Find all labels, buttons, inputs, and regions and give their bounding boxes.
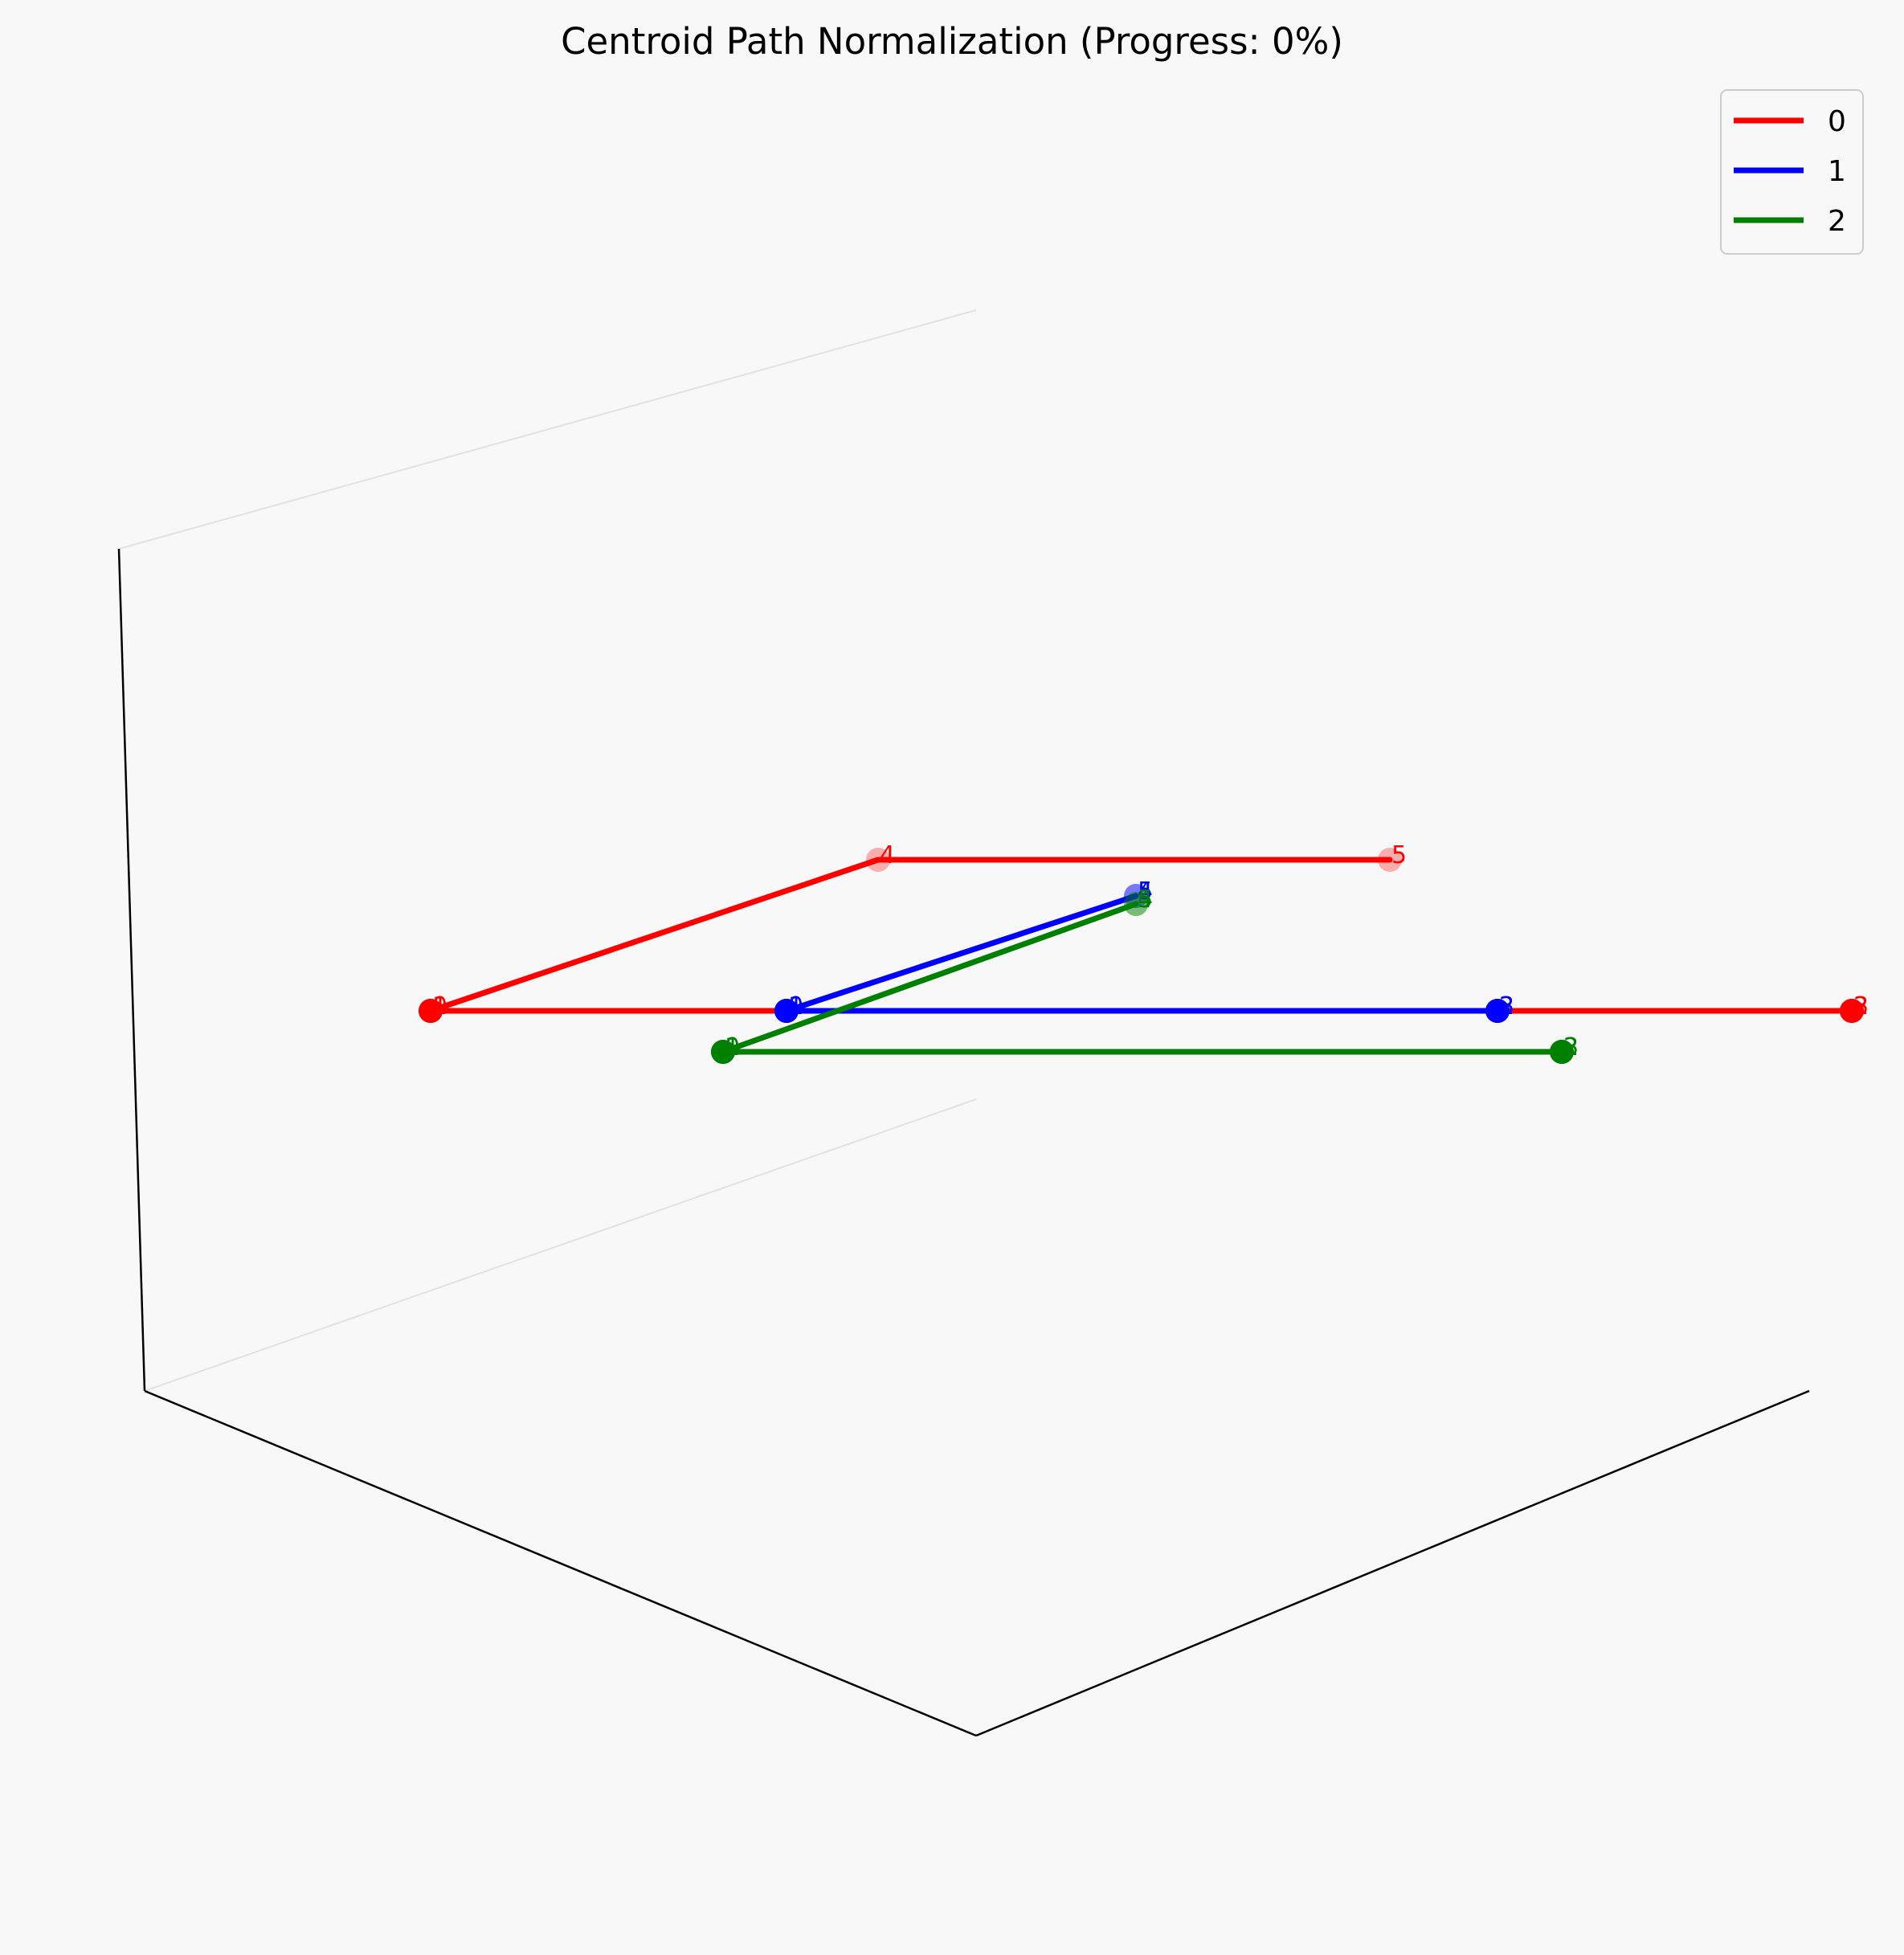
back-pane-top-edge (118, 309, 977, 550)
series-1-point-5 (1124, 884, 1148, 908)
series-0-point-label-5: 5 (1391, 841, 1407, 869)
series-2-point-label-2: 2 (1563, 1033, 1579, 1061)
series-0-point-label-4: 4 (880, 841, 895, 869)
series-1-point-label-2: 2 (1499, 992, 1514, 1020)
series-0-point-label-1: 1 (432, 992, 447, 1020)
series-1-point-4 (1124, 884, 1148, 908)
series-1-line (783, 893, 1501, 1014)
series-0-point-label-2: 2 (1853, 992, 1869, 1020)
z-axis-line (117, 548, 146, 1392)
series-1-point-label-0: 0 (788, 992, 803, 1020)
series-1-point-label-5: 5 (1138, 877, 1153, 906)
legend: 0 1 2 (1720, 89, 1864, 255)
series-0-point-label-0: 0 (432, 992, 447, 1020)
series-0-point-4 (866, 848, 890, 872)
legend-label-0: 0 (1828, 105, 1846, 138)
series-0-point-3 (1840, 999, 1864, 1023)
series-1-point-label-3: 3 (1499, 992, 1514, 1020)
legend-entries: 0 1 2 (1734, 105, 1846, 238)
series-2-point-label-1: 1 (725, 1033, 740, 1061)
series-2-point-3 (1550, 1040, 1574, 1064)
series-2-line (720, 901, 1565, 1055)
series-2-point-5 (1124, 892, 1148, 916)
legend-label-2: 2 (1828, 205, 1846, 238)
series-2-point-label-4: 4 (1138, 885, 1153, 914)
series-0-point-1 (419, 999, 443, 1023)
series-1-point-label-1: 1 (788, 992, 803, 1020)
series-1: 01 23 45 (774, 877, 1514, 1023)
series-0-point-label-3: 3 (1853, 992, 1869, 1020)
series-2-point-label-0: 0 (725, 1033, 740, 1061)
series-2-point-label-3: 3 (1563, 1033, 1579, 1061)
chart-title: Centroid Path Normalization (Progress: 0… (561, 20, 1343, 63)
series-2-point-4 (1124, 892, 1148, 916)
series-1-point-3 (1485, 999, 1510, 1023)
series-1-point-1 (774, 999, 799, 1023)
series-2-point-label-5: 5 (1138, 885, 1153, 914)
axes-frame (117, 309, 1810, 1737)
series-2-point-1 (711, 1040, 735, 1064)
series-1-point-label-4: 4 (1138, 877, 1153, 906)
legend-label-1: 1 (1828, 155, 1846, 188)
back-pane-bottom-edge (144, 1098, 977, 1392)
x-axis-line (144, 1389, 977, 1737)
series-0-point-5 (1378, 848, 1402, 872)
y-axis-line (975, 1389, 1810, 1737)
